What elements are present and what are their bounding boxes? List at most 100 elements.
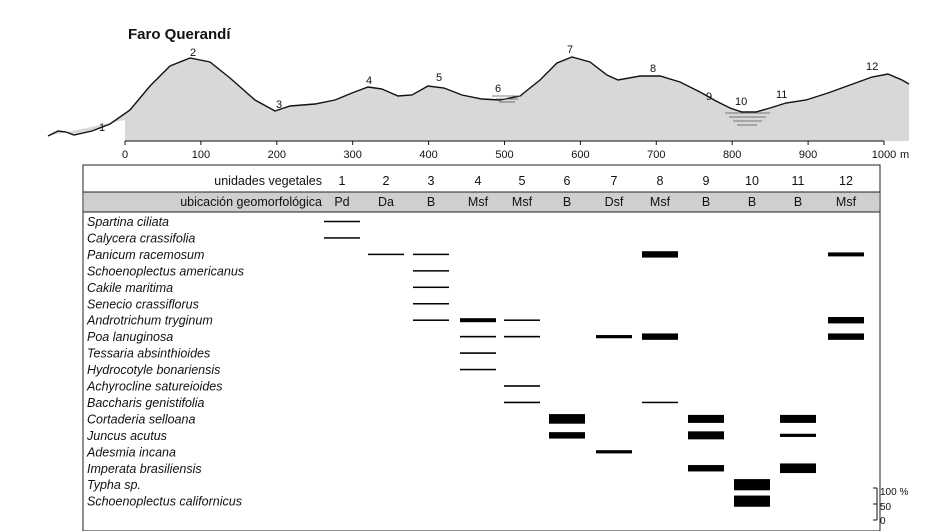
table-frame [82, 164, 881, 531]
unit-column-header: 8 [657, 174, 664, 188]
cover-bar [596, 450, 632, 454]
species-label: Spartina ciliata [87, 215, 169, 229]
species-label: Calycera crassifolia [87, 231, 195, 245]
cover-bar [413, 270, 449, 272]
cover-bar [504, 319, 540, 321]
location-column-header: B [427, 195, 435, 209]
cover-bar [780, 414, 816, 423]
distance-axis-ticks: 0 100 200 300 400 500 600 700 800 900 1000 [122, 141, 896, 161]
water-hatch-10 [725, 112, 770, 126]
species-label: Cakile maritima [87, 281, 173, 295]
profile-point-label: 7 [567, 44, 573, 56]
species-label: Schoenoplectus californicus [87, 495, 242, 509]
cover-bar [504, 385, 540, 387]
cover-bar [549, 432, 585, 439]
distance-tick-label: 200 [268, 149, 286, 161]
unit-column-header: 2 [383, 174, 390, 188]
unit-column-header: 3 [428, 174, 435, 188]
species-label: Tessaria absinthioides [87, 347, 210, 361]
cover-bar [688, 465, 724, 472]
cover-bar [596, 335, 632, 339]
cover-bar [413, 253, 449, 256]
distance-tick-label: 900 [799, 149, 817, 161]
distance-tick-label: 400 [419, 149, 437, 161]
cover-bar [688, 414, 724, 423]
cover-bar [688, 431, 724, 440]
profile-point-label: 6 [495, 83, 501, 95]
location-column-header: Dsf [605, 195, 624, 209]
location-row-header: ubicación geomorfológica [180, 195, 322, 209]
profile-point-label: 9 [706, 91, 712, 103]
location-column-header: B [563, 195, 571, 209]
species-label: Imperata brasiliensis [87, 462, 202, 476]
scale-label-100: 100 % [880, 487, 908, 498]
unit-column-header: 7 [611, 174, 618, 188]
cover-bar [734, 479, 770, 491]
cover-bar [828, 252, 864, 257]
species-label: Schoenoplectus americanus [87, 264, 244, 278]
distance-tick-label: 1000 [872, 149, 896, 161]
species-label: Cortaderia selloana [87, 412, 195, 426]
units-row-header: unidades vegetales [214, 174, 322, 188]
cover-bar [734, 495, 770, 507]
distance-tick-label: 800 [723, 149, 741, 161]
distance-tick-label: 100 [192, 149, 210, 161]
cover-scale-legend: 100 % 50 0 [873, 487, 908, 527]
cover-bar [460, 352, 496, 354]
location-column-header: B [702, 195, 710, 209]
profile-point-label: 1 [99, 122, 105, 134]
cover-bars [324, 220, 864, 507]
cover-bar [549, 414, 585, 424]
species-list: Spartina ciliata Calycera crassifolia Pani… [86, 215, 244, 509]
scale-label-0: 0 [880, 516, 886, 527]
species-label: Senecio crassiflorus [87, 297, 199, 311]
cover-bar [324, 237, 360, 239]
unit-column-header: 11 [792, 174, 805, 188]
unit-column-header: 6 [564, 174, 571, 188]
location-column-header: Da [378, 195, 394, 209]
distance-tick-label: 300 [344, 149, 362, 161]
location-column-header: Msf [650, 195, 671, 209]
species-label: Achyrocline satureioides [86, 380, 223, 394]
distance-tick-label: 600 [571, 149, 589, 161]
profile-point-label: 11 [776, 89, 787, 101]
scale-label-50: 50 [880, 502, 892, 513]
cover-bar [504, 401, 540, 404]
unit-column-header: 5 [519, 174, 526, 188]
cover-bar [504, 335, 540, 338]
figure-title: Faro Querandí [128, 26, 231, 43]
location-column-header: B [748, 195, 756, 209]
unit-column-header: 9 [703, 174, 710, 188]
location-column-header: B [794, 195, 802, 209]
species-label: Typha sp. [87, 478, 141, 492]
location-column-headers: Pd Da B Msf Msf B Dsf Msf B B B Msf [334, 195, 856, 209]
species-label: Androtrichum tryginum [86, 314, 213, 328]
unit-column-header: 12 [839, 174, 853, 188]
profile-point-label: 8 [650, 63, 656, 75]
species-label: Poa lanuginosa [87, 330, 173, 344]
cover-bar [642, 333, 678, 340]
species-label: Panicum racemosum [87, 248, 204, 262]
profile-outline [47, 56, 910, 137]
location-column-header: Msf [512, 195, 533, 209]
profile-point-label: 10 [735, 96, 747, 108]
cover-bar [460, 318, 496, 323]
cover-bar [460, 368, 496, 371]
cover-bar [324, 220, 360, 223]
unit-column-headers: 1 2 3 4 5 6 7 8 9 10 11 12 [339, 174, 853, 188]
cover-bar [368, 253, 404, 256]
distance-tick-label: 500 [495, 149, 513, 161]
cover-bar [460, 335, 496, 338]
species-label: Hydrocotyle bonariensis [87, 363, 220, 377]
water-hatch-6 [492, 95, 522, 103]
profile-point-label: 4 [366, 75, 372, 87]
location-column-header: Msf [468, 195, 489, 209]
cover-bar [780, 463, 816, 474]
vegetation-table: unidades vegetales ubicación geomorfológ… [82, 164, 881, 531]
cover-bar [413, 286, 449, 289]
cover-bar [642, 401, 678, 404]
cover-bar [780, 433, 816, 437]
distance-unit: m [900, 149, 909, 161]
cover-bar [413, 319, 449, 321]
